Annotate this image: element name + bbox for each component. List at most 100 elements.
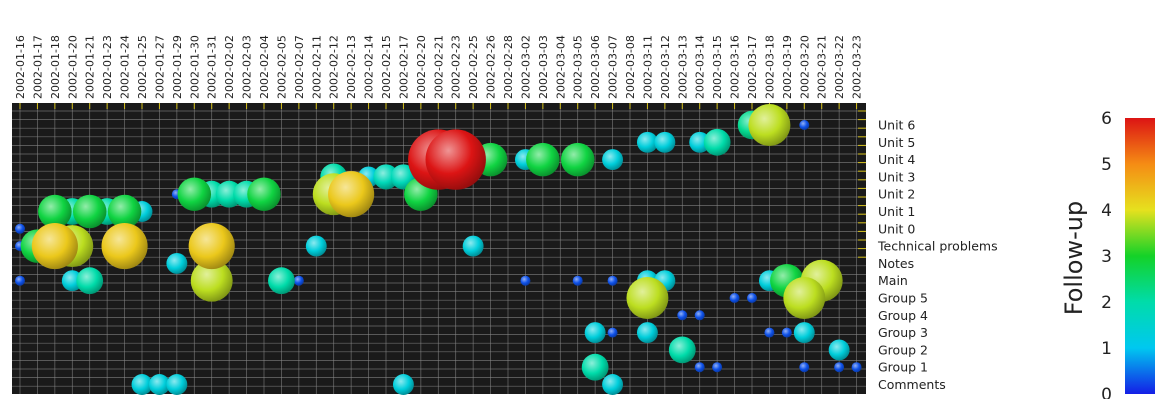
y-tick-label: Group 5 — [878, 291, 928, 306]
bubble — [747, 293, 757, 303]
bubble — [602, 374, 624, 395]
x-tick-label: 2002-03-18 — [763, 35, 776, 99]
x-tick-label: 2002-03-20 — [798, 35, 811, 99]
bubble — [190, 259, 233, 302]
x-tick-label: 2002-02-26 — [485, 35, 498, 99]
x-tick-label: 2002-01-18 — [49, 35, 62, 99]
grid — [12, 103, 866, 394]
x-tick-label: 2002-02-20 — [415, 35, 428, 99]
bubble — [799, 362, 810, 373]
bubble — [851, 362, 862, 373]
bubbles — [15, 104, 862, 395]
bubble — [38, 194, 72, 229]
bubble — [636, 131, 658, 153]
bubble — [15, 223, 25, 234]
colorbar-tick-label: 0 — [1101, 385, 1112, 399]
bubble — [166, 374, 188, 395]
x-tick-label: 2002-03-14 — [694, 35, 707, 99]
x-tick-label: 2002-01-16 — [14, 35, 27, 99]
bubble — [560, 142, 595, 177]
colorbar: 0 1 2 3 4 5 6 Follow-up — [1060, 109, 1155, 403]
bubble — [677, 310, 688, 321]
bubble — [581, 353, 609, 381]
y-tick-label: Unit 4 — [878, 152, 915, 167]
x-tick-label: 2002-03-12 — [659, 35, 672, 99]
y-tick-label: Unit 3 — [878, 169, 915, 184]
colorbar-tick-label: 4 — [1101, 201, 1112, 221]
x-tick-label: 2002-02-25 — [467, 35, 480, 99]
bubble — [268, 267, 295, 295]
x-tick-label: 2002-01-29 — [171, 35, 184, 99]
x-tick-label: 2002-03-21 — [816, 35, 829, 99]
y-tick-label: Main — [878, 273, 908, 288]
x-tick-label: 2002-02-14 — [363, 35, 376, 99]
x-axis-tick-labels: 2002-01-16 2002-01-17 2002-01-18 2002-01-20… — [14, 35, 864, 99]
colorbar-tick-label: 6 — [1101, 109, 1112, 129]
colorbar-tick-label: 5 — [1101, 155, 1112, 175]
bubble — [729, 293, 740, 303]
bubble — [392, 374, 414, 395]
bubble — [31, 223, 78, 270]
x-tick-label: 2002-02-28 — [502, 35, 515, 99]
bubble — [748, 104, 791, 146]
bubble — [654, 131, 676, 153]
bubble — [107, 194, 142, 229]
y-tick-label: Group 3 — [878, 325, 928, 340]
bubble — [781, 327, 792, 338]
bubble — [72, 194, 107, 229]
bubble — [131, 374, 153, 395]
bubble — [607, 275, 618, 286]
bubble — [76, 267, 104, 295]
y-tick-label: Unit 0 — [878, 221, 915, 236]
y-tick-label: Group 4 — [878, 308, 928, 323]
bubble — [799, 120, 810, 130]
bubble — [793, 322, 815, 344]
bubble — [305, 235, 327, 257]
x-tick-label: 2002-03-23 — [851, 35, 864, 99]
y-tick-label: Group 2 — [878, 342, 928, 357]
bubble — [668, 336, 696, 364]
x-tick-label: 2002-03-05 — [572, 35, 585, 99]
bubble — [520, 275, 531, 286]
x-tick-label: 2002-02-13 — [345, 35, 358, 99]
bubble — [572, 275, 583, 286]
x-tick-label: 2002-03-07 — [607, 35, 620, 99]
x-tick-label: 2002-03-04 — [554, 35, 567, 99]
bubble — [584, 322, 606, 344]
colorbar-label: Follow-up — [1060, 201, 1088, 315]
x-tick-label: 2002-03-17 — [746, 35, 759, 99]
x-tick-label: 2002-02-21 — [432, 35, 445, 99]
y-axis-tick-labels: Unit 6 Unit 5 Unit 4 Unit 3 Unit 2 Unit 1 Unit… — [877, 118, 998, 393]
y-tick-label: Unit 6 — [878, 118, 915, 133]
x-tick-label: 2002-01-20 — [66, 35, 79, 99]
x-tick-label: 2002-02-23 — [450, 35, 463, 99]
x-tick-label: 2002-02-02 — [223, 35, 236, 99]
y-tick-label: Unit 2 — [878, 187, 915, 202]
colorbar-tick-label: 3 — [1101, 247, 1112, 267]
bubble — [764, 327, 775, 338]
x-tick-label: 2002-01-31 — [206, 35, 219, 99]
bubble — [101, 223, 148, 270]
bubble — [166, 252, 188, 274]
bubble — [177, 177, 212, 211]
colorbar-tick-label: 1 — [1101, 339, 1112, 359]
bubble — [703, 128, 731, 156]
y-tick-label: Unit 1 — [878, 204, 915, 219]
bubble — [247, 177, 281, 211]
y-tick-label: Technical problems — [877, 239, 998, 254]
y-tick-label: Comments — [878, 377, 946, 392]
x-tick-label: 2002-02-05 — [275, 35, 288, 99]
bubble — [148, 374, 170, 395]
bubble — [293, 275, 304, 286]
bubble — [15, 275, 25, 286]
y-tick-label: Unit 5 — [878, 135, 915, 150]
x-tick-label: 2002-01-24 — [119, 35, 132, 99]
x-tick-label: 2002-03-03 — [537, 35, 550, 99]
x-tick-label: 2002-01-30 — [188, 35, 201, 99]
bubble — [188, 223, 235, 270]
bubble — [425, 129, 486, 190]
x-tick-label: 2002-01-17 — [31, 35, 44, 99]
bubble — [783, 277, 826, 319]
colorbar-gradient — [1125, 118, 1155, 394]
